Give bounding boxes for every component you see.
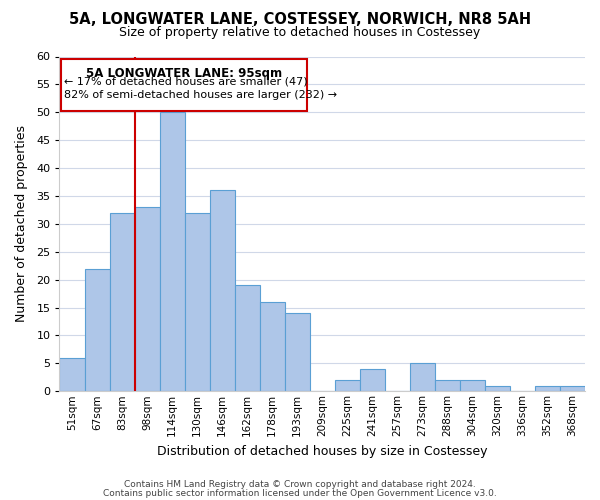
- Bar: [410, 364, 435, 392]
- Text: Size of property relative to detached houses in Costessey: Size of property relative to detached ho…: [119, 26, 481, 39]
- Bar: [110, 212, 134, 392]
- Bar: [85, 268, 110, 392]
- Bar: [134, 207, 160, 392]
- Bar: [560, 386, 585, 392]
- Bar: [485, 386, 510, 392]
- Text: Contains HM Land Registry data © Crown copyright and database right 2024.: Contains HM Land Registry data © Crown c…: [124, 480, 476, 489]
- Bar: [61, 60, 307, 111]
- Bar: [535, 386, 560, 392]
- Bar: [285, 313, 310, 392]
- Bar: [360, 369, 385, 392]
- Bar: [335, 380, 360, 392]
- Text: 82% of semi-detached houses are larger (232) →: 82% of semi-detached houses are larger (…: [64, 90, 338, 100]
- Text: ← 17% of detached houses are smaller (47): ← 17% of detached houses are smaller (47…: [64, 76, 308, 86]
- Bar: [160, 112, 185, 392]
- Bar: [260, 302, 285, 392]
- Bar: [235, 286, 260, 392]
- Text: Contains public sector information licensed under the Open Government Licence v3: Contains public sector information licen…: [103, 490, 497, 498]
- Text: 5A LONGWATER LANE: 95sqm: 5A LONGWATER LANE: 95sqm: [86, 66, 282, 80]
- Bar: [435, 380, 460, 392]
- Y-axis label: Number of detached properties: Number of detached properties: [15, 126, 28, 322]
- X-axis label: Distribution of detached houses by size in Costessey: Distribution of detached houses by size …: [157, 444, 487, 458]
- Bar: [460, 380, 485, 392]
- Bar: [185, 212, 209, 392]
- Bar: [209, 190, 235, 392]
- Bar: [59, 358, 85, 392]
- Text: 5A, LONGWATER LANE, COSTESSEY, NORWICH, NR8 5AH: 5A, LONGWATER LANE, COSTESSEY, NORWICH, …: [69, 12, 531, 28]
